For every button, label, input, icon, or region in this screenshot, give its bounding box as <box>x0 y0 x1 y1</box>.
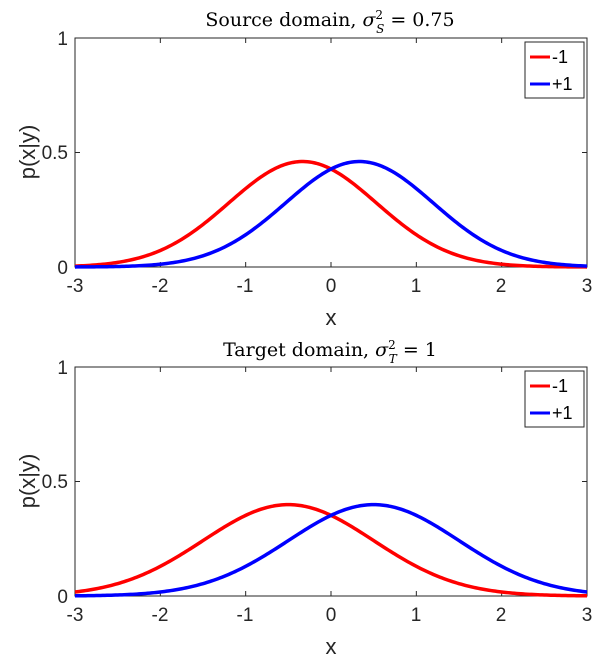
x-tick-label: 0 <box>326 276 337 297</box>
y-tick-label: 0 <box>57 587 68 608</box>
legend-label-neg1: -1 <box>552 47 568 67</box>
x-tick-label: -1 <box>237 276 254 297</box>
chart-title: Source domain, σ2 S = 0.75 <box>205 8 454 36</box>
x-tick-label: -2 <box>152 605 169 626</box>
x-tick-label: -1 <box>237 605 254 626</box>
x-tick-label: 3 <box>582 605 593 626</box>
x-tick-label: 2 <box>496 276 507 297</box>
y-tick-labels: 0 0.5 1 <box>42 29 68 279</box>
chart-title: Target domain, σ2 T = 1 <box>223 338 437 366</box>
legend-label-pos1: +1 <box>552 403 573 423</box>
series-line-pos1 <box>74 159 588 269</box>
x-axis-label: x <box>326 305 337 330</box>
x-tick-label: -2 <box>152 276 169 297</box>
x-tick-labels: -3 -2 -1 0 1 2 3 <box>67 276 593 297</box>
y-axis-label: p(x|y) <box>15 454 40 509</box>
chart-target-domain: Target domain, σ2 T = 1 0 0.5 1 -3 -2 -1 … <box>15 338 592 659</box>
legend: -1 +1 <box>524 370 585 428</box>
legend-box <box>524 370 585 428</box>
legend-label-pos1: +1 <box>552 74 573 94</box>
series-group <box>74 502 588 598</box>
x-tick-label: 0 <box>326 605 337 626</box>
x-tick-label: 2 <box>496 605 507 626</box>
y-tick-label: 0 <box>57 258 68 279</box>
plot-area <box>74 366 588 597</box>
x-tick-labels: -3 -2 -1 0 1 2 3 <box>67 605 593 626</box>
x-tick-label: 3 <box>582 276 593 297</box>
y-tick-label: 1 <box>57 29 68 50</box>
series-group <box>74 159 588 269</box>
plot-area <box>74 37 588 268</box>
chart-source-domain: Source domain, σ2 S = 0.75 0 0.5 1 -3 -2 … <box>15 8 592 330</box>
x-tick-label: -3 <box>67 605 84 626</box>
x-tick-label: 1 <box>411 605 422 626</box>
x-tick-label: 1 <box>411 276 422 297</box>
legend: -1 +1 <box>524 41 585 99</box>
y-tick-label: 0.5 <box>42 472 68 493</box>
y-tick-label: 1 <box>57 358 68 379</box>
y-tick-label: 0.5 <box>42 143 68 164</box>
legend-box <box>524 41 585 99</box>
x-axis-label: x <box>326 634 337 659</box>
y-tick-labels: 0 0.5 1 <box>42 358 68 608</box>
y-axis-label: p(x|y) <box>15 125 40 180</box>
legend-label-neg1: -1 <box>552 376 568 396</box>
series-line-pos1 <box>74 502 588 598</box>
x-tick-label: -3 <box>67 276 84 297</box>
